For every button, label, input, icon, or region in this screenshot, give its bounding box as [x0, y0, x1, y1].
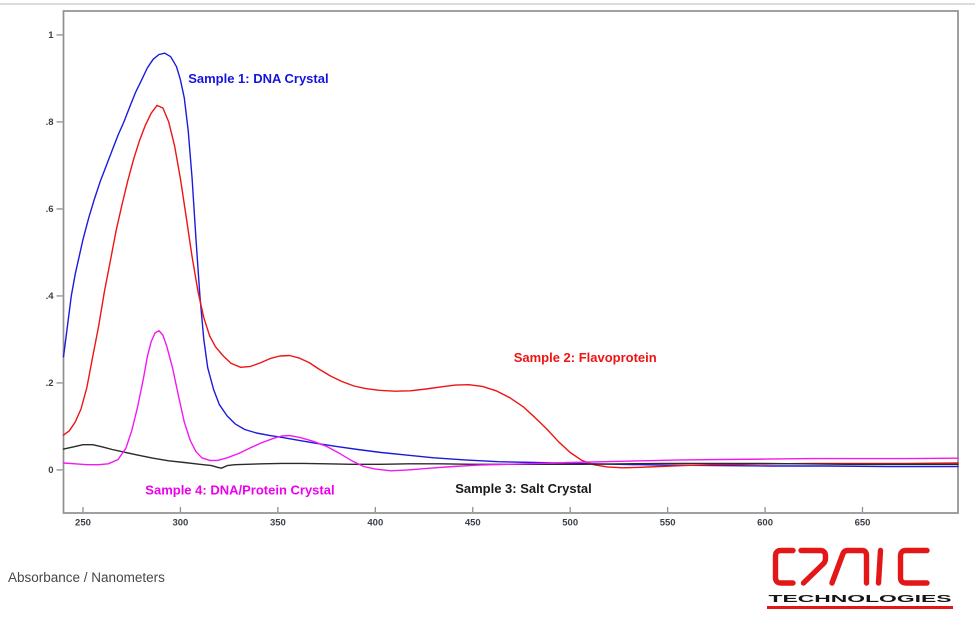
x-tick-label: 400	[367, 518, 383, 529]
annotation-label-1: Sample 1: DNA Crystal	[188, 71, 328, 86]
x-tick-label: 650	[855, 518, 871, 529]
y-tick-label: 0	[48, 465, 53, 476]
y-tick-label: .6	[46, 204, 54, 215]
y-tick-label: .8	[46, 117, 54, 128]
series-line-2	[62, 104, 959, 469]
x-tick-label: 450	[465, 518, 481, 529]
window-top-edge	[0, 3, 975, 5]
logo-letter-c1	[772, 547, 796, 586]
axis-caption: Absorbance / Nanometers	[8, 570, 165, 585]
logo-letter-i	[875, 547, 884, 586]
y-tick-label: .2	[46, 378, 54, 389]
series-line-1	[62, 52, 959, 468]
logo-underline	[767, 606, 953, 609]
y-tick-label: .4	[46, 291, 55, 302]
logo-letter-r	[798, 547, 829, 586]
logo-subtitle: TECHNOLOGIES	[769, 593, 952, 605]
craic-logo: TECHNOLOGIES	[767, 547, 953, 609]
plot-border	[62, 10, 959, 514]
x-tick-label: 350	[270, 518, 286, 529]
x-tick-label: 500	[562, 518, 578, 529]
annotation-label-3: Sample 3: Salt Crystal	[455, 481, 592, 496]
x-tick-label: 600	[757, 518, 773, 529]
logo-letter-c2	[897, 547, 930, 586]
y-tick-label: 1	[48, 30, 54, 41]
annotation-label-2: Sample 2: Flavoprotein	[514, 350, 657, 365]
annotation-label-4: Sample 4: DNA/Protein Crystal	[145, 482, 334, 497]
x-tick-label: 250	[75, 518, 91, 529]
series-line-4	[62, 330, 959, 472]
x-tick-label: 300	[172, 518, 188, 529]
spectra-chart: 250 300 350 400 450 500 550 600 650 0 .2 .4 .6 .8 1 Sam…	[46, 10, 959, 529]
x-tick-label: 550	[660, 518, 676, 529]
logo-letter-a	[829, 547, 870, 586]
craic-wordmark	[772, 547, 930, 586]
series-line-3	[62, 444, 959, 469]
